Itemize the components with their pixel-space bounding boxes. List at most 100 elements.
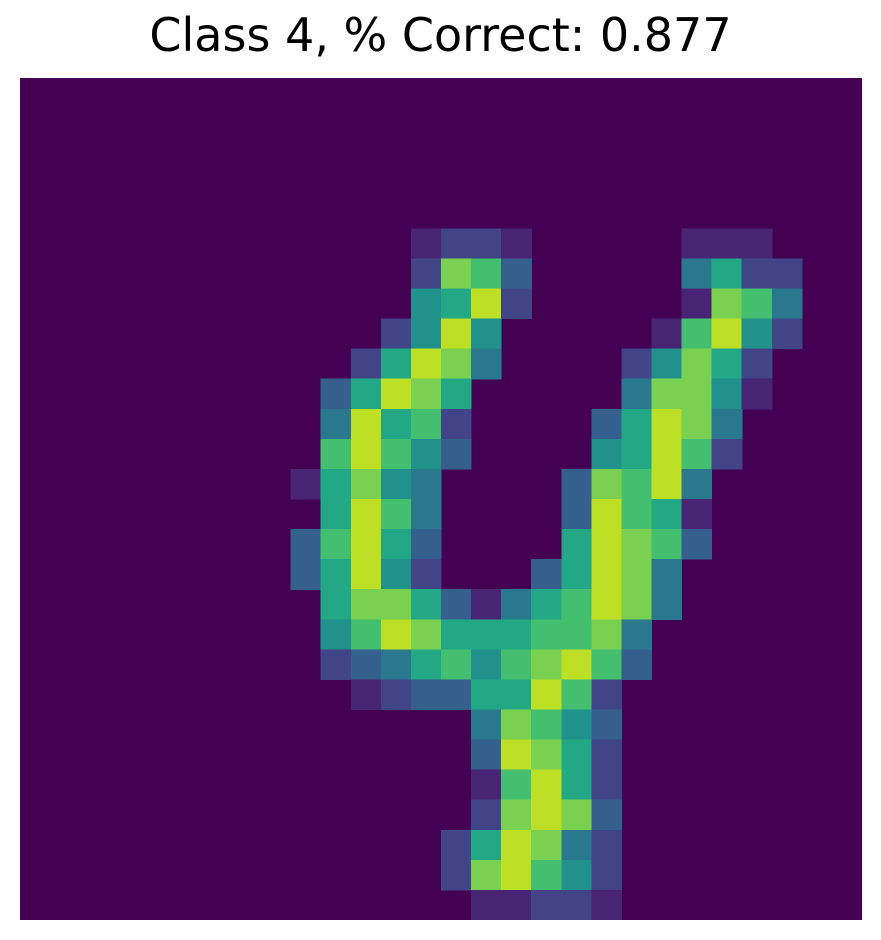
pixel (320, 468, 352, 500)
pixel (471, 589, 502, 620)
pixel (771, 258, 803, 290)
pixel (561, 799, 592, 831)
pixel (350, 679, 382, 711)
pixel (711, 318, 743, 350)
pixel (711, 408, 743, 440)
pixel (591, 679, 623, 711)
pixel (410, 679, 442, 711)
pixel (350, 649, 382, 681)
pixel (651, 529, 683, 560)
pixel (651, 348, 683, 380)
pixel (441, 649, 472, 681)
pixel (621, 348, 653, 380)
pixel (410, 529, 442, 560)
pixel (591, 559, 623, 590)
pixel (741, 228, 773, 260)
pixel (410, 378, 442, 410)
pixel (501, 228, 532, 260)
pixel (410, 258, 442, 290)
pixel (441, 228, 472, 260)
pixel (591, 709, 623, 741)
pixel (441, 378, 472, 410)
pixel (531, 889, 562, 920)
pixel (380, 378, 412, 410)
pixel (320, 589, 352, 620)
pixel (380, 559, 412, 590)
pixel (501, 649, 532, 681)
pixel (591, 799, 623, 831)
pixel (471, 318, 502, 350)
pixel (350, 559, 382, 590)
pixel (471, 228, 502, 260)
pixel (561, 529, 592, 560)
pixel (681, 318, 713, 350)
pixel (741, 348, 773, 380)
pixel (531, 679, 562, 711)
pixel (471, 769, 502, 801)
pixel (410, 559, 442, 590)
pixel (441, 679, 472, 711)
pixel (441, 829, 472, 861)
pixel (651, 559, 683, 590)
pixel (350, 499, 382, 530)
pixel (380, 529, 412, 560)
pixel (350, 619, 382, 650)
pixel (591, 859, 623, 891)
pixel (290, 468, 322, 500)
pixel (621, 649, 653, 681)
pixel (441, 318, 472, 350)
pixel (561, 619, 592, 650)
pixel (651, 378, 683, 410)
pixel (771, 288, 803, 320)
pixel (471, 649, 502, 681)
pixel (591, 889, 623, 920)
figure-title: Class 4, % Correct: 0.877 (149, 8, 732, 62)
pixel (681, 468, 713, 500)
pixel (380, 468, 412, 500)
pixel (380, 499, 412, 530)
pixel (380, 649, 412, 681)
pixel (471, 288, 502, 320)
pixel (410, 438, 442, 470)
pixel (681, 288, 713, 320)
pixel (681, 408, 713, 440)
pixel (410, 619, 442, 650)
pixel (741, 258, 773, 290)
pixel (681, 348, 713, 380)
pixel (621, 438, 653, 470)
pixel (320, 619, 352, 650)
pixel (380, 348, 412, 380)
pixel (681, 228, 713, 260)
pixel (531, 589, 562, 620)
pixel (350, 378, 382, 410)
pixel (621, 589, 653, 620)
pixel (320, 559, 352, 590)
pixel (561, 709, 592, 741)
pixel (410, 318, 442, 350)
pixel (350, 408, 382, 440)
pixel (410, 468, 442, 500)
pixel (591, 499, 623, 530)
pixel-grid (20, 78, 862, 920)
pixel (410, 649, 442, 681)
pixel (591, 769, 623, 801)
pixel (591, 408, 623, 440)
pixel (621, 499, 653, 530)
pixel (471, 859, 502, 891)
pixel (711, 258, 743, 290)
pixel (651, 468, 683, 500)
pixel (410, 499, 442, 530)
pixel (410, 408, 442, 440)
pixel (471, 799, 502, 831)
pixel (320, 408, 352, 440)
pixel (561, 679, 592, 711)
pixel (561, 499, 592, 530)
pixel (591, 739, 623, 771)
pixel (441, 288, 472, 320)
pixel (501, 799, 532, 831)
pixel (561, 468, 592, 500)
pixel (591, 468, 623, 500)
pixel (621, 408, 653, 440)
pixel (561, 889, 592, 920)
